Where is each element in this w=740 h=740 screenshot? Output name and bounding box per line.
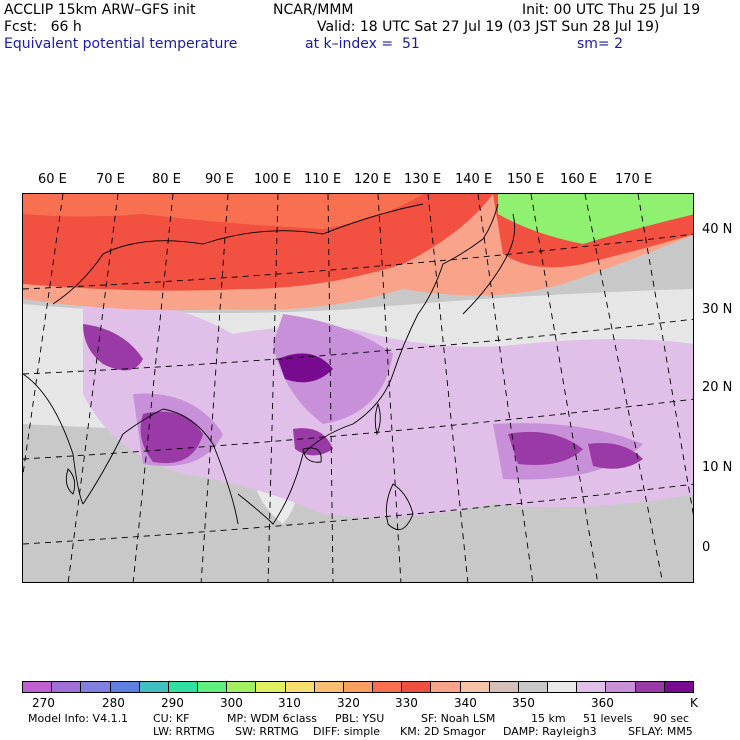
colorbar-swatch <box>518 682 549 692</box>
colorbar-swatch <box>548 682 578 692</box>
valid-time: Valid: 18 UTC Sat 27 Jul 19 (03 JST Sun … <box>317 19 660 35</box>
colorbar-tick-label: 330 <box>395 696 418 710</box>
colorbar-unit: K <box>690 696 698 710</box>
smoothing: sm= 2 <box>577 36 624 52</box>
colorbar-swatch <box>373 682 403 692</box>
colorbar-swatch <box>81 682 111 692</box>
model-info-diff: DIFF: simple <box>313 725 381 738</box>
colorbar-swatch <box>198 682 228 692</box>
model-info-levels: 51 levels <box>583 712 633 725</box>
level-index: at k–index = 51 <box>305 36 420 52</box>
pacific-purple-core-east <box>588 443 643 469</box>
lon-label: 140 E <box>455 172 493 187</box>
colorbar-swatch <box>343 682 374 692</box>
model-info-resolution: 15 km <box>531 712 566 725</box>
colorbar-swatch <box>23 682 53 692</box>
colorbar-swatch <box>460 682 490 692</box>
graticule <box>23 194 693 582</box>
lon-label: 100 E <box>254 172 292 187</box>
model-info-lw: LW: RRTMG <box>153 725 215 738</box>
init-time: Init: 00 UTC Thu 25 Jul 19 <box>522 2 701 18</box>
meridian <box>637 194 693 516</box>
model-info-cu: CU: KF <box>153 712 190 725</box>
orange-band <box>23 194 423 229</box>
colorbar-swatch <box>664 682 693 692</box>
lat-label: 30 N <box>702 302 733 317</box>
hainan <box>302 447 322 463</box>
philippines <box>385 483 414 531</box>
burma-coast <box>162 408 239 525</box>
green-region <box>498 194 693 244</box>
forecast-hour: Fcst: 66 h <box>4 19 82 35</box>
meridian <box>584 194 664 582</box>
india-east-coast <box>82 408 164 505</box>
model-info-version: Model Info: V4.1.1 <box>28 712 129 725</box>
lon-label: 170 E <box>615 172 653 187</box>
colorbar-swatch <box>285 682 315 692</box>
lon-label: 60 E <box>38 172 67 187</box>
model-info-sf: SF: Noah LSM <box>421 712 496 725</box>
center-label: NCAR/MMM <box>273 2 354 18</box>
model-info-sflay: SFLAY: MM5 <box>628 725 693 738</box>
theta-e-field <box>23 194 693 582</box>
korea-japan-coast <box>417 203 499 315</box>
model-title: ACCLIP 15km ARW–GFS init <box>4 2 196 18</box>
japan-island <box>462 213 516 315</box>
colorbar-swatch <box>227 682 257 692</box>
lat-label: 20 N <box>702 380 733 395</box>
model-info-mp: MP: WDM 6class <box>227 712 317 725</box>
pacific-purple-core <box>508 431 583 465</box>
colorbar-swatch <box>256 682 286 692</box>
lon-label: 130 E <box>404 172 442 187</box>
colorbar-tick-label: 320 <box>337 696 360 710</box>
colorbar-swatch <box>606 682 636 692</box>
colorbar-tick-label: 290 <box>161 696 184 710</box>
colorbar-swatch <box>489 682 519 692</box>
sri-lanka <box>65 468 76 495</box>
colorbar-swatch <box>139 682 169 692</box>
colorbar-swatch <box>431 682 461 692</box>
lon-label: 150 E <box>507 172 545 187</box>
colorbar-swatch <box>52 682 82 692</box>
lat-label: 0 <box>702 540 711 555</box>
sichuan-dark-purple <box>278 353 333 383</box>
colorbar-tick-label: 280 <box>102 696 125 710</box>
model-info-km: KM: 2D Smagor <box>400 725 486 738</box>
colorbar-swatch <box>635 682 665 692</box>
lon-label: 90 E <box>205 172 234 187</box>
model-info-timestep: 90 sec <box>653 712 690 725</box>
lon-label: 160 E <box>560 172 598 187</box>
meridian <box>23 194 64 475</box>
india-north-purple <box>83 324 143 371</box>
lat-label: 10 N <box>702 460 733 475</box>
colorbar-tick-label: 360 <box>591 696 614 710</box>
colorbar-swatch <box>110 682 140 692</box>
map-panel <box>22 193 694 583</box>
colorbar-tick-label: 270 <box>32 696 55 710</box>
model-info-damp: DAMP: Rayleigh3 <box>503 725 597 738</box>
colorbar-swatch <box>577 682 607 692</box>
colorbar-tick-label: 340 <box>454 696 477 710</box>
lon-label: 110 E <box>304 172 342 187</box>
china-coast <box>237 313 419 525</box>
lon-label: 80 E <box>152 172 181 187</box>
taiwan <box>374 402 381 436</box>
colorbar-tick-label: 310 <box>278 696 301 710</box>
lat-label: 40 N <box>702 222 733 237</box>
colorbar-tick-label: 300 <box>220 696 243 710</box>
central-asia-border <box>52 203 424 305</box>
colorbar-swatch <box>402 682 432 692</box>
coastlines <box>23 203 516 531</box>
model-info-pbl: PBL: YSU <box>335 712 385 725</box>
colorbar-swatch <box>314 682 344 692</box>
colorbar-swatch <box>168 682 199 692</box>
colorbar <box>22 681 694 693</box>
model-info-sw: SW: RRTMG <box>235 725 299 738</box>
colorbar-tick-label: 350 <box>512 696 535 710</box>
lon-label: 120 E <box>354 172 392 187</box>
lon-label: 70 E <box>96 172 125 187</box>
india-west-coast <box>23 373 84 505</box>
field-name: Equivalent potential temperature <box>4 36 238 52</box>
